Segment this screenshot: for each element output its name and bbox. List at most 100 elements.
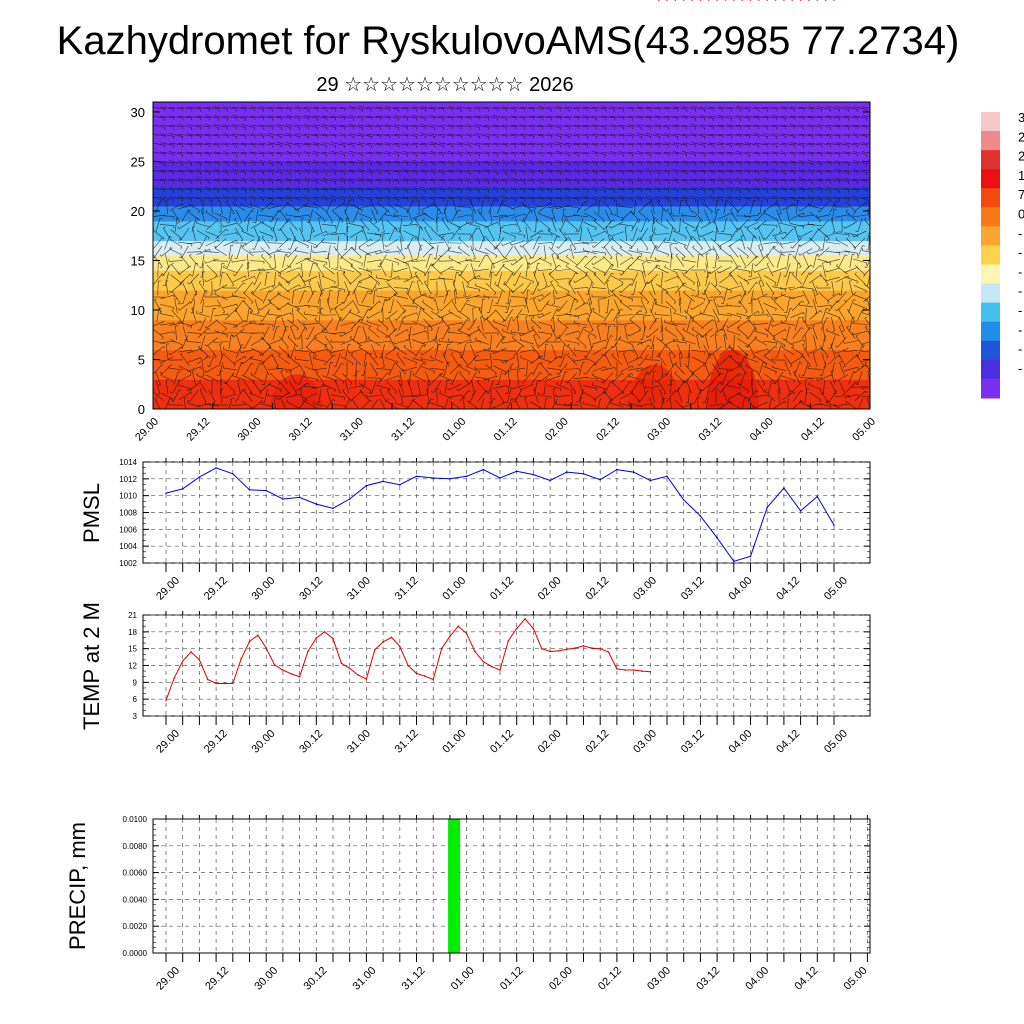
wind-barb bbox=[592, 187, 606, 191]
wind-barb-flag bbox=[656, 317, 659, 320]
wind-barb bbox=[459, 354, 469, 366]
wind-barb-flag bbox=[577, 163, 580, 167]
wind-barb bbox=[844, 106, 858, 110]
wind-barb-flag bbox=[369, 352, 372, 355]
wind-barb bbox=[216, 299, 226, 313]
wind-barb bbox=[845, 355, 857, 365]
wind-barb bbox=[718, 239, 732, 247]
wind-barb bbox=[538, 187, 552, 191]
wind-barb-flag bbox=[224, 328, 227, 331]
wind-barb-flag bbox=[703, 298, 706, 302]
wind-barb bbox=[350, 265, 362, 275]
wind-barb-flag bbox=[735, 209, 739, 212]
wind-barb bbox=[838, 254, 846, 268]
wind-barb-flag bbox=[712, 319, 715, 322]
wind-barb bbox=[826, 133, 840, 137]
wind-barb-flag bbox=[531, 372, 534, 375]
wind-barb-flag bbox=[821, 199, 823, 202]
wind-barb bbox=[366, 179, 382, 181]
wind-barb-flag bbox=[302, 240, 305, 242]
wind-barb bbox=[322, 141, 336, 147]
chart-title: Kazhydromet for RyskulovoAMS(43.2985 77.… bbox=[57, 19, 960, 63]
wind-barb bbox=[673, 230, 687, 238]
wind-barb bbox=[313, 357, 327, 363]
wind-barb bbox=[565, 133, 579, 137]
wind-barb-flag bbox=[424, 361, 427, 365]
wind-barb bbox=[394, 124, 408, 128]
wind-barb bbox=[560, 353, 566, 367]
wind-barb-flag bbox=[430, 329, 433, 332]
wind-barb bbox=[331, 142, 345, 146]
wind-barb bbox=[352, 281, 360, 295]
wind-barb-flag bbox=[865, 262, 868, 266]
wind-barb-flag bbox=[609, 289, 612, 292]
wind-barb bbox=[403, 142, 417, 146]
wind-barb-flag bbox=[177, 221, 180, 224]
wind-barb bbox=[748, 326, 756, 340]
wind-barb bbox=[345, 236, 349, 250]
wind-barb-flag bbox=[422, 299, 425, 303]
wind-barb bbox=[765, 245, 775, 259]
wind-barb bbox=[561, 344, 565, 358]
wind-barb-flag bbox=[623, 181, 625, 184]
wind-barb bbox=[345, 344, 349, 358]
wind-barb bbox=[820, 317, 828, 331]
wind-barb-flag bbox=[334, 281, 336, 285]
wind-barb-flag bbox=[514, 199, 517, 203]
wind-barb bbox=[835, 214, 849, 218]
wind-barb bbox=[192, 263, 196, 277]
wind-barb bbox=[558, 327, 568, 339]
wind-barb bbox=[696, 254, 700, 268]
wind-barb-flag bbox=[216, 381, 219, 384]
wind-barb-flag bbox=[449, 383, 453, 385]
wind-barb-flag bbox=[565, 218, 569, 220]
wind-barb bbox=[196, 222, 210, 228]
wind-barb bbox=[547, 367, 561, 371]
wind-barb bbox=[295, 115, 309, 119]
wind-barb-flag bbox=[268, 290, 272, 292]
wind-barb-flag bbox=[864, 217, 867, 220]
wind-barb bbox=[755, 255, 767, 267]
wind-barb bbox=[186, 332, 202, 334]
wind-barb bbox=[818, 229, 830, 239]
wind-barb bbox=[556, 294, 570, 300]
wind-barb bbox=[363, 362, 367, 376]
wind-barb-flag bbox=[424, 293, 427, 296]
wind-barb bbox=[746, 255, 758, 267]
wind-barb bbox=[650, 281, 656, 295]
wind-barb bbox=[502, 142, 516, 146]
wind-barb bbox=[493, 115, 507, 119]
wind-barb-flag bbox=[558, 365, 561, 367]
wind-barb bbox=[660, 326, 664, 340]
wind-barb bbox=[631, 218, 639, 232]
wind-barb-flag bbox=[862, 344, 866, 346]
wind-barb bbox=[286, 142, 300, 146]
wind-barb bbox=[232, 187, 246, 191]
wind-barb-flag bbox=[684, 282, 687, 285]
wind-barb bbox=[664, 125, 678, 127]
wind-barb bbox=[181, 245, 189, 259]
wind-barb-flag bbox=[784, 118, 787, 122]
wind-barb-flag bbox=[189, 274, 193, 277]
wind-barb bbox=[507, 371, 511, 385]
wind-barb bbox=[181, 209, 189, 223]
wind-barb-flag bbox=[818, 247, 821, 250]
wind-barb bbox=[465, 260, 481, 262]
wind-barb bbox=[349, 223, 363, 227]
wind-barb bbox=[273, 317, 277, 331]
wind-barb-flag bbox=[675, 253, 679, 256]
wind-barb bbox=[487, 254, 495, 268]
wind-barb-flag bbox=[677, 145, 679, 148]
wind-barb bbox=[520, 106, 534, 110]
wind-barb bbox=[826, 276, 840, 282]
wind-barb bbox=[243, 210, 253, 222]
wind-barb bbox=[232, 160, 246, 164]
wind-barb bbox=[153, 346, 164, 356]
wind-barb bbox=[443, 209, 449, 223]
wind-barb bbox=[708, 188, 724, 190]
wind-barb-flag bbox=[357, 311, 360, 314]
wind-barb bbox=[665, 291, 677, 303]
wind-barb bbox=[259, 221, 273, 229]
wind-barb bbox=[162, 264, 172, 276]
wind-barb bbox=[583, 212, 597, 220]
